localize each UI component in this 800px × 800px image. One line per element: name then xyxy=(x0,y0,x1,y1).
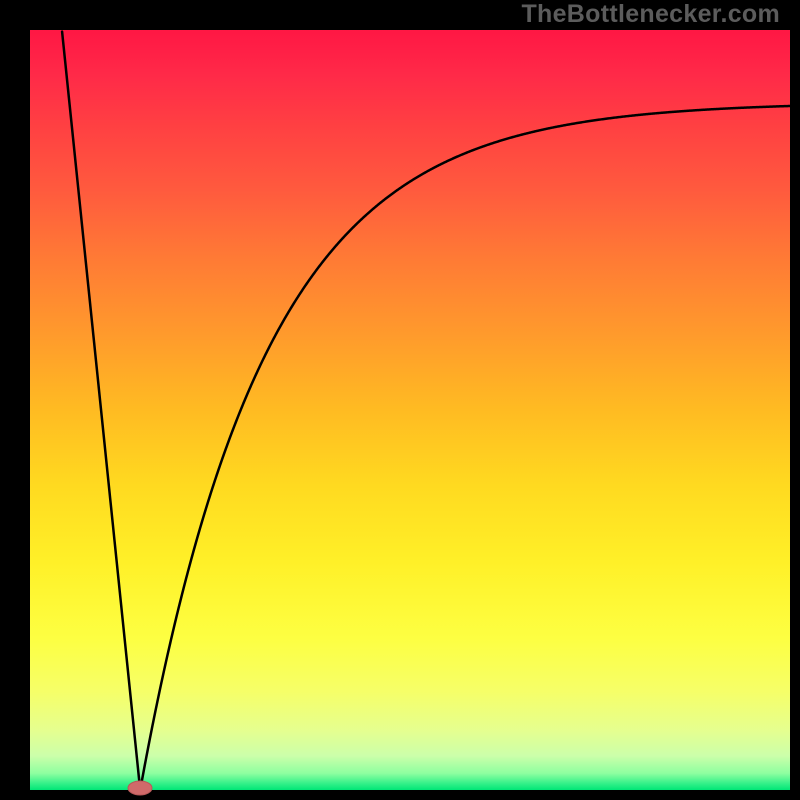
optimal-point-marker xyxy=(126,779,154,797)
chart-frame: TheBottlenecker.com xyxy=(0,0,800,800)
plot-area xyxy=(30,30,790,790)
bottleneck-curve xyxy=(30,30,790,790)
watermark-text: TheBottlenecker.com xyxy=(521,0,780,29)
